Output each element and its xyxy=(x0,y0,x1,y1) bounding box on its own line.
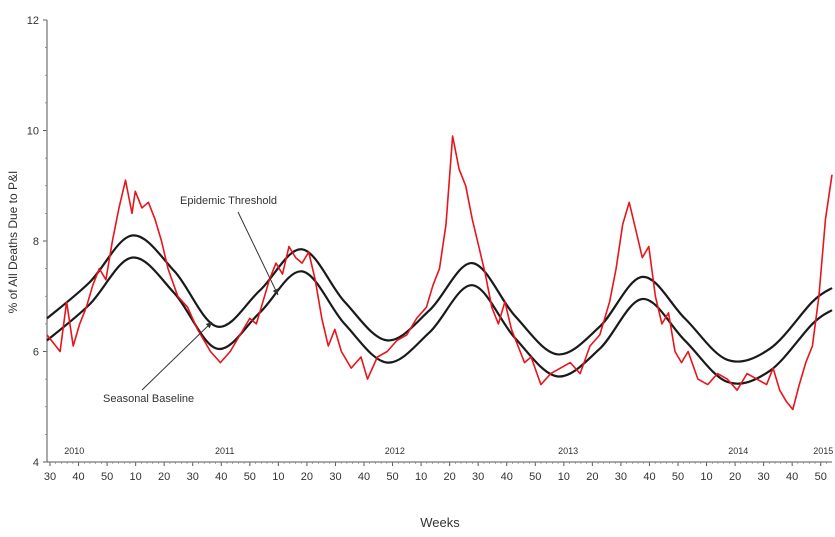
year-label: 2014 xyxy=(728,446,748,456)
x-tick-label: 10 xyxy=(700,471,712,483)
x-tick-label: 50 xyxy=(101,471,113,483)
x-tick-label: 50 xyxy=(386,471,398,483)
x-tick-label: 40 xyxy=(72,471,84,483)
x-tick-label: 50 xyxy=(244,471,256,483)
x-tick-label: 20 xyxy=(301,471,313,483)
x-tick-label: 30 xyxy=(44,471,56,483)
series-observed-line xyxy=(46,135,833,411)
x-tick-label: 30 xyxy=(615,471,627,483)
y-tick-label: 8 xyxy=(33,236,39,248)
y-tick-label: 6 xyxy=(33,347,39,359)
annotations: Epidemic Threshold Seasonal Baseline xyxy=(103,195,279,405)
x-axis-label: Weeks xyxy=(420,515,460,530)
x-tick-label: 20 xyxy=(729,471,741,483)
x-tick-label: 30 xyxy=(187,471,199,483)
x-tick-label: 50 xyxy=(529,471,541,483)
x-tick-label: 40 xyxy=(358,471,370,483)
y-axis-label: % of All Deaths Due to P&I xyxy=(6,171,20,314)
x-tick-label: 50 xyxy=(815,471,827,483)
year-label: 2011 xyxy=(215,446,234,456)
series-layer xyxy=(46,135,833,411)
year-label: 2013 xyxy=(558,446,578,456)
x-tick-label: 40 xyxy=(643,471,655,483)
series-epidemic-threshold-line xyxy=(46,234,833,363)
x-tick-label: 20 xyxy=(444,471,456,483)
x-tick-label: 20 xyxy=(586,471,598,483)
x-tick-label: 30 xyxy=(472,471,484,483)
axes: 4 6 8 10 12 30 40 50 10 20 30 40 50 10 20 30 40 50 10 20 30 4… xyxy=(27,15,832,483)
x-tick-label: 30 xyxy=(329,471,341,483)
year-label: 2010 xyxy=(64,446,84,456)
annotation-epidemic-threshold: Epidemic Threshold xyxy=(180,195,277,207)
x-tick-label: 10 xyxy=(272,471,284,483)
y-tick-label: 10 xyxy=(27,126,39,138)
annotation-seasonal-baseline: Seasonal Baseline xyxy=(103,393,194,405)
x-tick-label: 10 xyxy=(415,471,427,483)
x-tick-label: 10 xyxy=(130,471,142,483)
x-tick-label: 50 xyxy=(672,471,684,483)
series-seasonal-baseline-line xyxy=(46,256,833,385)
year-label: 2012 xyxy=(385,446,405,456)
x-tick-label: 10 xyxy=(558,471,570,483)
year-labels: 2010 2011 2012 2013 2014 2015 xyxy=(64,446,833,456)
x-tick-label: 20 xyxy=(158,471,170,483)
x-tick-label: 40 xyxy=(215,471,227,483)
y-tick-label: 4 xyxy=(33,457,39,469)
annotation-arrow-baseline xyxy=(141,321,213,391)
x-tick-label: 40 xyxy=(501,471,513,483)
annotation-arrow-threshold xyxy=(237,211,279,296)
x-tick-label: 40 xyxy=(786,471,798,483)
year-label: 2015 xyxy=(813,446,833,456)
y-tick-label: 12 xyxy=(27,15,39,27)
x-tick-label: 30 xyxy=(758,471,770,483)
